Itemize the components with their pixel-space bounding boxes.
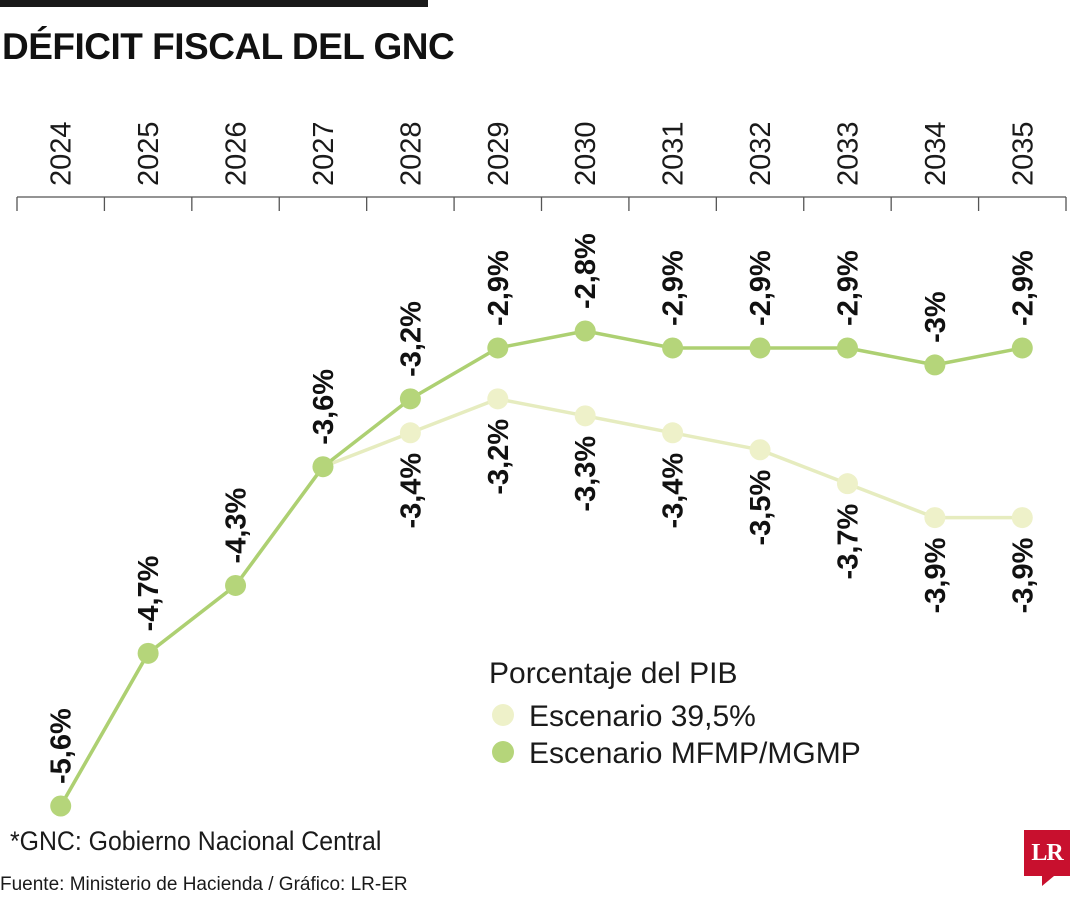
- x-tick-label-2032: 2032: [745, 121, 777, 186]
- data-labels: -3,4% -3,2% -3,3% -3,4% -3,5% -3,7% -3,9% -3,9%…: [46, 233, 1040, 784]
- lr-logo: LR: [1024, 830, 1070, 886]
- data-point-1-2032: [749, 337, 771, 359]
- legend-label-escenario-39-5: Escenario 39,5%: [529, 700, 756, 733]
- data-point-1-2030: [574, 320, 596, 342]
- x-tick-label-2027: 2027: [308, 121, 340, 186]
- data-label-1-2030: -2,8%: [570, 233, 602, 309]
- data-point-0-2034: [924, 507, 946, 529]
- data-label-1-2027: -3,6%: [308, 369, 340, 445]
- data-point-0-2030: [574, 405, 596, 427]
- x-tick-label-2030: 2030: [570, 121, 602, 186]
- data-label-1-2024: -5,6%: [46, 708, 78, 784]
- data-label-1-2028: -3,2%: [395, 301, 427, 377]
- data-label-1-2032: -2,9%: [745, 250, 777, 326]
- x-tick-label-2028: 2028: [395, 121, 427, 186]
- x-tick-label-2024: 2024: [46, 121, 78, 186]
- data-point-1-2027: [312, 456, 334, 478]
- data-label-0-2029: -3,2%: [483, 419, 515, 495]
- data-point-1-2035: [1011, 337, 1033, 359]
- data-label-0-2028: -3,4%: [395, 453, 427, 529]
- data-label-1-2034: -3%: [920, 291, 952, 343]
- data-point-1-2033: [836, 337, 858, 359]
- legend-label-escenario-mfmp: Escenario MFMP/MGMP: [529, 737, 861, 770]
- data-label-1-2026: -4,3%: [221, 487, 253, 563]
- x-axis: 2024 2025 2026 2027 2028 2029 2030 2031 2032 2033…: [16, 121, 1067, 211]
- x-tick-label-2035: 2035: [1007, 121, 1039, 186]
- legend-marker-escenario-mfmp: [492, 741, 514, 763]
- data-label-1-2033: -2,9%: [832, 250, 864, 326]
- data-point-1-2024: [50, 795, 72, 817]
- series-line-1: [59, 329, 1023, 807]
- title-accent-bar: [0, 0, 428, 7]
- series-lines: [59, 329, 1023, 807]
- source-credit: Fuente: Ministerio de Hacienda / Gráfico…: [0, 874, 408, 895]
- data-point-1-2026: [225, 574, 247, 596]
- x-tick-label-2026: 2026: [221, 121, 253, 186]
- chart-title: DÉFICIT FISCAL DEL GNC: [2, 26, 455, 67]
- x-tick-label-2025: 2025: [133, 121, 165, 186]
- data-point-1-2029: [487, 337, 509, 359]
- x-tick-label-2029: 2029: [483, 121, 515, 186]
- data-point-1-2028: [399, 388, 421, 410]
- data-label-0-2030: -3,3%: [570, 436, 602, 512]
- data-label-1-2035: -2,9%: [1007, 250, 1039, 326]
- data-label-0-2032: -3,5%: [745, 470, 777, 546]
- data-label-0-2034: -3,9%: [920, 537, 952, 613]
- data-label-1-2031: -2,9%: [658, 250, 690, 326]
- data-point-0-2028: [399, 422, 421, 444]
- data-point-1-2034: [924, 354, 946, 376]
- legend: Porcentaje del PIB Escenario 39,5% Escen…: [489, 657, 861, 770]
- series-points: [50, 320, 1033, 817]
- x-tick-label-2031: 2031: [658, 121, 690, 186]
- data-label-0-2033: -3,7%: [832, 503, 864, 579]
- footnote: *GNC: Gobierno Nacional Central: [10, 826, 382, 856]
- legend-marker-escenario-39-5: [492, 704, 514, 726]
- data-point-1-2031: [662, 337, 684, 359]
- data-label-0-2035: -3,9%: [1007, 537, 1039, 613]
- data-label-0-2031: -3,4%: [658, 453, 690, 529]
- data-label-1-2025: -4,7%: [133, 555, 165, 631]
- legend-title: Porcentaje del PIB: [489, 657, 737, 690]
- data-point-0-2033: [836, 473, 858, 495]
- data-point-0-2035: [1011, 507, 1033, 529]
- data-point-0-2032: [749, 439, 771, 461]
- x-tick-label-2033: 2033: [832, 121, 864, 186]
- data-point-0-2029: [487, 388, 509, 410]
- data-point-1-2025: [137, 642, 159, 664]
- x-tick-label-2034: 2034: [920, 121, 952, 186]
- data-point-0-2031: [662, 422, 684, 444]
- data-label-1-2029: -2,9%: [483, 250, 515, 326]
